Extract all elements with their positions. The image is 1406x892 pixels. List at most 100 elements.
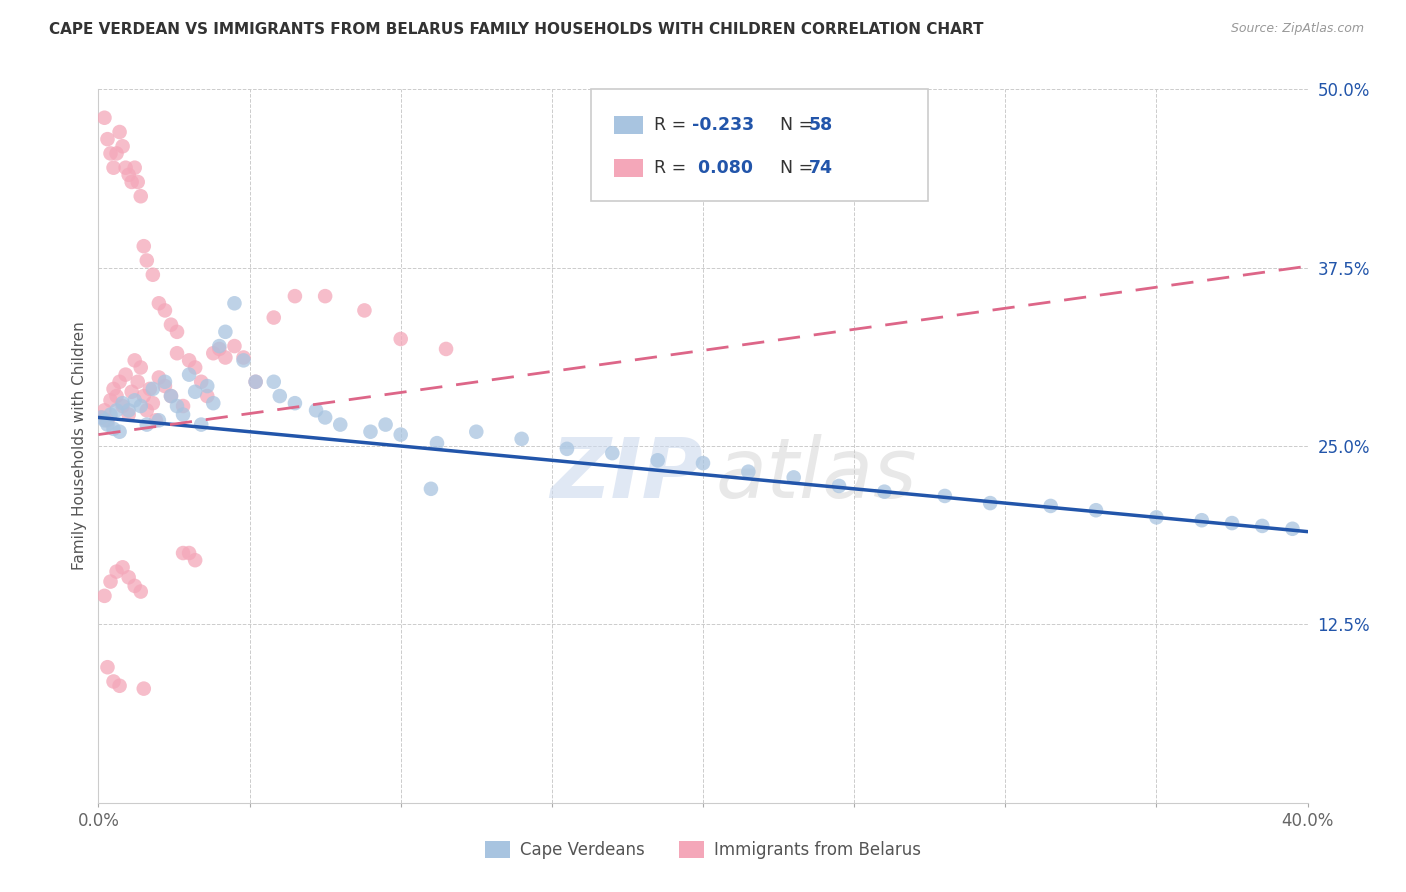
- Point: [179, 368, 201, 382]
- Point: [166, 325, 188, 339]
- Point: [90, 410, 112, 425]
- Point: [434, 342, 457, 356]
- Point: [873, 484, 896, 499]
- Point: [360, 425, 382, 439]
- Point: [121, 384, 143, 399]
- Point: [118, 570, 141, 584]
- Point: [184, 384, 207, 399]
- Point: [108, 125, 131, 139]
- Point: [232, 353, 254, 368]
- Point: [100, 408, 122, 422]
- Point: [208, 339, 231, 353]
- Point: [103, 161, 125, 175]
- Point: [602, 446, 624, 460]
- Point: [96, 132, 118, 146]
- Point: [284, 396, 307, 410]
- Point: [934, 489, 956, 503]
- Text: R =: R =: [654, 159, 692, 177]
- Text: 58: 58: [808, 116, 832, 134]
- Point: [389, 427, 412, 442]
- Point: [124, 353, 146, 368]
- Point: [374, 417, 396, 432]
- Text: CAPE VERDEAN VS IMMIGRANTS FROM BELARUS FAMILY HOUSEHOLDS WITH CHILDREN CORRELAT: CAPE VERDEAN VS IMMIGRANTS FROM BELARUS …: [49, 22, 984, 37]
- Point: [103, 674, 125, 689]
- Text: ZIP: ZIP: [550, 434, 703, 515]
- Point: [828, 479, 851, 493]
- Point: [93, 111, 115, 125]
- Point: [105, 565, 128, 579]
- Point: [314, 410, 336, 425]
- Point: [105, 146, 128, 161]
- Point: [124, 393, 146, 408]
- Point: [139, 382, 162, 396]
- Point: [100, 146, 122, 161]
- Point: [121, 175, 143, 189]
- Legend: Cape Verdeans, Immigrants from Belarus: Cape Verdeans, Immigrants from Belarus: [479, 834, 927, 866]
- Point: [124, 161, 146, 175]
- Point: [389, 332, 412, 346]
- Point: [90, 410, 112, 425]
- Point: [129, 399, 152, 413]
- Point: [148, 413, 170, 427]
- Point: [692, 456, 714, 470]
- Point: [103, 382, 125, 396]
- Point: [103, 422, 125, 436]
- Point: [263, 310, 285, 325]
- Point: [148, 370, 170, 384]
- Text: 74: 74: [808, 159, 832, 177]
- Point: [979, 496, 1001, 510]
- Point: [105, 403, 128, 417]
- Point: [142, 268, 165, 282]
- Point: [127, 375, 149, 389]
- Point: [96, 413, 118, 427]
- Point: [111, 396, 134, 410]
- Point: [148, 296, 170, 310]
- Point: [129, 360, 152, 375]
- Point: [172, 408, 194, 422]
- Point: [111, 399, 134, 413]
- Point: [108, 425, 131, 439]
- Point: [179, 353, 201, 368]
- Point: [420, 482, 443, 496]
- Point: [153, 375, 176, 389]
- Point: [111, 139, 134, 153]
- Point: [555, 442, 578, 456]
- Point: [111, 560, 134, 574]
- Point: [263, 375, 285, 389]
- Point: [224, 339, 246, 353]
- Point: [737, 465, 759, 479]
- Point: [93, 589, 115, 603]
- Point: [195, 379, 218, 393]
- Text: R =: R =: [654, 116, 692, 134]
- Point: [202, 346, 225, 360]
- Point: [1085, 503, 1108, 517]
- Point: [465, 425, 488, 439]
- Point: [135, 253, 157, 268]
- Point: [135, 417, 157, 432]
- Point: [245, 375, 267, 389]
- Point: [93, 403, 115, 417]
- Point: [172, 546, 194, 560]
- Point: [118, 408, 141, 422]
- Point: [329, 417, 352, 432]
- Point: [269, 389, 291, 403]
- Point: [118, 168, 141, 182]
- Point: [1039, 499, 1062, 513]
- Point: [132, 681, 155, 696]
- Point: [108, 375, 131, 389]
- Point: [172, 399, 194, 413]
- Text: -0.233: -0.233: [692, 116, 754, 134]
- Point: [1281, 522, 1303, 536]
- Point: [1251, 519, 1274, 533]
- Point: [783, 470, 806, 484]
- Point: [105, 389, 128, 403]
- Point: [145, 413, 167, 427]
- Text: Source: ZipAtlas.com: Source: ZipAtlas.com: [1230, 22, 1364, 36]
- Point: [426, 436, 449, 450]
- Point: [142, 396, 165, 410]
- Point: [93, 413, 115, 427]
- Point: [184, 360, 207, 375]
- Point: [160, 389, 183, 403]
- Point: [96, 417, 118, 432]
- Point: [179, 546, 201, 560]
